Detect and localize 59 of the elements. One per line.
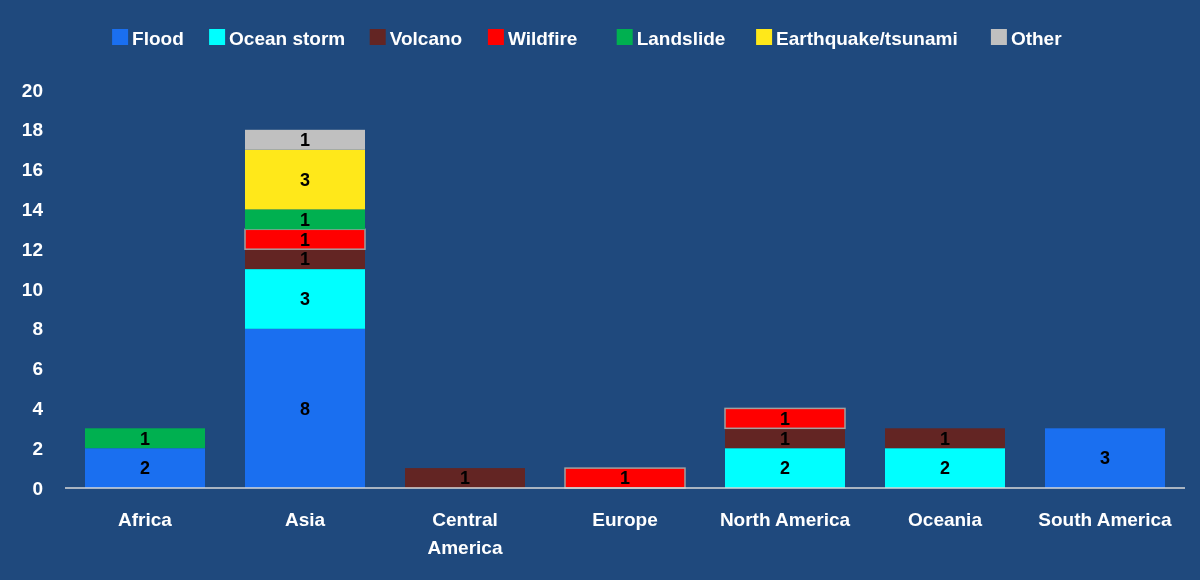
bar (245, 209, 365, 230)
data-label: 1 (619, 468, 631, 489)
data-label: 1 (779, 428, 791, 449)
data-label: 1 (139, 428, 151, 449)
y-tick-label: 10 (21, 278, 43, 300)
legend-label: Volcano (389, 27, 463, 49)
data-label: 2 (139, 458, 151, 479)
y-tick-label: 18 (21, 119, 43, 141)
x-tick-label: Asia (284, 509, 326, 530)
legend-label: Flood (132, 27, 184, 49)
bar (885, 448, 1005, 488)
y-tick-label: 8 (32, 318, 43, 340)
x-tick-label: Europe (592, 509, 658, 530)
legend-label: Earthquake/tsunami (776, 27, 958, 49)
bar (405, 468, 525, 488)
y-tick-label: 4 (32, 398, 44, 420)
data-label: 1 (299, 130, 311, 151)
data-label: 3 (299, 289, 311, 310)
data-label: 3 (299, 169, 311, 190)
bar (85, 448, 205, 488)
bar (245, 328, 365, 488)
x-tick-label: North America (719, 509, 851, 530)
x-tick-label: South America (1038, 509, 1173, 530)
data-label: 1 (459, 468, 471, 489)
y-tick-label: 6 (32, 358, 43, 380)
y-tick-label: 20 (21, 79, 43, 101)
bar (245, 269, 365, 329)
legend-label: Other (1010, 27, 1063, 49)
data-label: 1 (779, 408, 791, 429)
data-label: 1 (299, 209, 311, 230)
bar (244, 228, 366, 250)
bar (85, 428, 205, 449)
data-label: 1 (939, 428, 951, 449)
bar (1045, 428, 1165, 488)
data-label: 2 (939, 458, 951, 479)
data-label: 2 (779, 458, 791, 479)
bar (245, 249, 365, 270)
bar (725, 428, 845, 449)
y-tick-label: 2 (32, 437, 43, 459)
bar (885, 428, 1005, 449)
bar (725, 448, 845, 488)
x-tick-label: Central America (427, 509, 503, 558)
legend-label: Ocean storm (229, 27, 346, 49)
data-label: 1 (299, 249, 311, 270)
y-tick-label: 12 (21, 238, 43, 260)
legend-label: Landslide (636, 27, 726, 49)
bar (564, 467, 686, 489)
data-label: 1 (299, 229, 311, 250)
y-tick-label: 16 (21, 159, 43, 181)
data-label: 3 (1099, 448, 1111, 469)
data-label: 8 (299, 398, 311, 419)
bar (245, 149, 365, 210)
legend-label: Wildfire (507, 27, 578, 49)
x-tick-label: Oceania (908, 509, 983, 530)
bar (245, 129, 365, 150)
y-tick-label: 14 (21, 199, 44, 221)
y-tick-label: 0 (32, 477, 43, 499)
x-tick-label: Africa (118, 509, 173, 530)
bar (724, 407, 846, 430)
